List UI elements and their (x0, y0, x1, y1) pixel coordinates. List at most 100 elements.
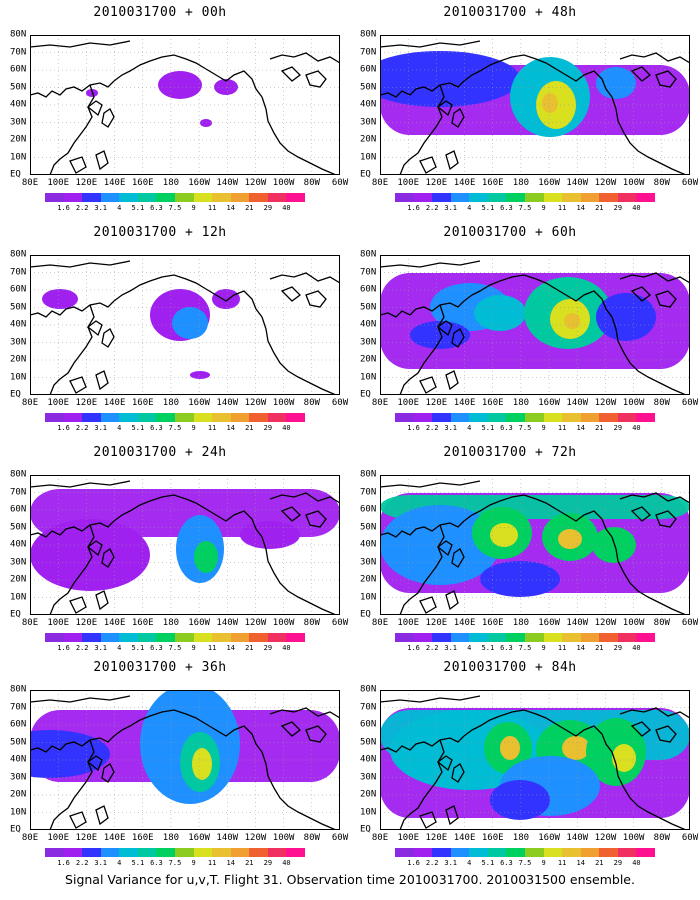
coastline (655, 70, 677, 88)
coastline (30, 520, 115, 538)
coastline (655, 725, 677, 743)
colorbar-swatch (156, 848, 176, 857)
colorbar-swatch (543, 413, 563, 422)
latitude-label: 60N (360, 504, 377, 515)
longitude-label: 180 (162, 833, 180, 843)
coastline (113, 274, 207, 302)
latitude-label: EQ (360, 169, 371, 180)
colorbar-swatch (413, 413, 433, 422)
colorbar-swatch (450, 633, 470, 642)
panel-title: 2010031700 + 72h (443, 445, 577, 460)
coastline (305, 290, 327, 308)
coastline (611, 316, 687, 395)
map-panel: 2010031700 + 36h 80N 70N 60N 50N 40N 30N 20N 10N… (10, 660, 350, 875)
latitude-label: 50N (10, 522, 27, 532)
coastline (269, 707, 340, 719)
longitude-label: 140E (103, 398, 126, 408)
colorbar-swatch (432, 193, 452, 202)
colorbar-swatch (506, 193, 526, 202)
colorbar-swatch (156, 193, 176, 202)
latitude-label: 70N (10, 47, 27, 57)
longitude-label: 120E (425, 398, 448, 408)
colorbar-label: 9 (541, 424, 546, 432)
coastline (101, 108, 115, 128)
panel-title: 2010031700 + 84h (443, 660, 577, 675)
longitude-label: 80W (653, 618, 670, 628)
colorbar-label: 4 (117, 424, 122, 432)
colorbar: 1.6 2.2 3.1 4 5.1 6.3 7.5 9 11 14 21 29 40 (395, 848, 656, 867)
colorbar-swatch (636, 413, 656, 422)
longitude-label: 140W (216, 833, 239, 843)
coastline (451, 108, 465, 128)
colorbar-swatch (562, 193, 582, 202)
colorbar-swatch (286, 848, 306, 857)
colorbar-swatch (487, 848, 507, 857)
colorbar-swatch (432, 633, 452, 642)
colorbar-label: 2.2 (75, 204, 89, 212)
colorbar-swatch (249, 413, 269, 422)
colorbar: 1.6 2.2 3.1 4 5.1 6.3 7.5 9 11 14 21 29 40 (45, 193, 306, 212)
longitude-label: 160E (131, 398, 154, 408)
colorbar-swatch (617, 633, 637, 642)
latitude-label: 60N (10, 719, 27, 730)
variance-map (380, 255, 690, 395)
colorbar-label: 6.3 (500, 644, 513, 652)
variance-map (30, 255, 340, 395)
colorbar-label: 40 (632, 204, 641, 212)
colorbar-swatch (63, 193, 83, 202)
latitude-label: 30N (10, 117, 27, 127)
colorbar-label: 29 (613, 204, 623, 212)
latitude-label: 10N (360, 592, 377, 602)
colorbar-label: 1.6 (57, 859, 70, 867)
longitude-label: 120W (594, 398, 617, 408)
longitude-label: 140W (566, 618, 589, 628)
longitude-label: 60W (681, 398, 699, 408)
variance-shading (30, 519, 150, 591)
coastline (655, 290, 677, 308)
colorbar-label: 40 (282, 644, 291, 652)
colorbar-swatch (267, 848, 287, 857)
colorbar-swatch (580, 848, 600, 857)
longitude-label: 60W (331, 178, 349, 188)
longitude-label: 120W (244, 178, 267, 188)
coastline (399, 84, 445, 175)
coastline (445, 150, 459, 171)
colorbar-swatch (193, 633, 213, 642)
latitude-label: 70N (10, 702, 27, 712)
longitude-label: 140W (566, 178, 589, 188)
coastline (436, 100, 453, 117)
panel-title: 2010031700 + 24h (93, 445, 227, 460)
coastline (419, 376, 437, 394)
colorbar-label: 21 (595, 204, 604, 212)
latitude-label: EQ (360, 609, 371, 620)
colorbar-label: 1.6 (407, 644, 420, 652)
longitude-label: 140E (453, 833, 476, 843)
colorbar-swatch (156, 413, 176, 422)
colorbar-swatch (137, 193, 157, 202)
colorbar-label: 11 (207, 859, 217, 867)
coastline (69, 156, 87, 174)
latitude-label: 80N (10, 684, 27, 695)
colorbar-swatch (230, 633, 250, 642)
latitude-label: EQ (360, 824, 371, 835)
coastline (380, 695, 481, 703)
colorbar-swatch (100, 413, 120, 422)
map-frame: 80N 70N 60N 50N 40N 30N 20N 10N EQ 80E 100E 120E 140… (360, 685, 698, 843)
colorbar-swatch (193, 413, 213, 422)
variance-shading (212, 289, 240, 309)
colorbar-label: 3.1 (444, 859, 458, 867)
latitude-label: 20N (360, 789, 377, 800)
colorbar-swatch (413, 193, 433, 202)
colorbar-swatch (525, 633, 545, 642)
latitude-label: 10N (10, 372, 27, 382)
latitude-label: 20N (360, 574, 377, 585)
colorbar-swatch (45, 633, 65, 642)
colorbar-label: 21 (245, 204, 254, 212)
latitude-label: 60N (360, 64, 377, 75)
variance-map (380, 35, 690, 175)
colorbar-swatch (432, 413, 452, 422)
colorbar-label: 7.5 (168, 204, 182, 212)
longitude-label: 100W (272, 833, 295, 843)
longitude-label: 80E (21, 618, 39, 628)
variance-shading (490, 780, 550, 820)
